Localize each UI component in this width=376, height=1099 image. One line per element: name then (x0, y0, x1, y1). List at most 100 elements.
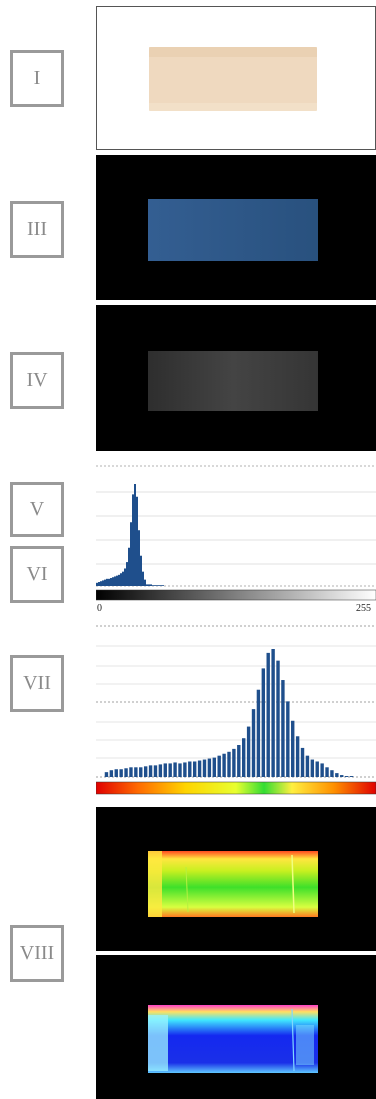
histogram-vii-panel (96, 622, 376, 796)
label-iv: IV (10, 352, 64, 409)
panel-viii-pseudocolor-2 (96, 955, 376, 1099)
histogram-v-axis-min: 0 (97, 603, 102, 614)
histogram-v-bar (152, 585, 154, 586)
histogram-v-gridlines (96, 465, 376, 587)
histogram-v-bar (146, 584, 148, 586)
pseudocolor-strip-1 (148, 851, 318, 917)
panel-viii-1-svg (96, 807, 376, 951)
histogram-v-bar (110, 578, 112, 586)
histogram-v-bar (116, 575, 118, 586)
histogram-vii-bar (109, 770, 114, 777)
histogram-vii-bar (119, 769, 123, 777)
histogram-v-bar (100, 581, 102, 586)
label-v: V (10, 482, 64, 537)
histogram-vii-bar (330, 770, 334, 777)
histogram-v-bar (96, 582, 98, 586)
histogram-vii-bar (139, 767, 143, 777)
label-viii: VIII (10, 925, 64, 982)
histogram-v-bar (112, 577, 114, 586)
histogram-vii-gridlines (96, 625, 376, 778)
histogram-vii-bar (251, 709, 256, 777)
histogram-v-bar (114, 576, 116, 586)
label-i: I (10, 50, 64, 107)
histogram-vii-bar (340, 775, 344, 777)
histogram-vii-bar (237, 745, 241, 777)
histogram-v-bar (154, 585, 156, 586)
histogram-v-bar (128, 547, 130, 586)
histogram-vii-bar (158, 764, 163, 777)
panel-viii-pseudocolor-1 (96, 807, 376, 951)
label-iii: III (10, 201, 64, 258)
histogram-vii-bar (163, 763, 167, 777)
histogram-v-bar (132, 494, 134, 586)
histogram-vii-bar (143, 766, 148, 777)
histogram-v-svg (96, 465, 376, 601)
histogram-v-bar (126, 562, 128, 586)
histogram-vii-bar (217, 755, 221, 777)
histogram-vii-bar (320, 763, 324, 777)
histogram-v-bar (106, 578, 108, 586)
histogram-v-bar (122, 571, 124, 586)
label-vi: VI (10, 546, 64, 603)
histogram-vii-bar (227, 751, 231, 777)
histogram-vii-bar (242, 738, 246, 777)
histogram-vii-bar (192, 761, 197, 777)
histogram-v-bar (144, 579, 146, 587)
histogram-vii-bar (310, 759, 315, 777)
histogram-vii-bar (295, 736, 300, 777)
histogram-v-gray-ramp (96, 589, 376, 601)
histogram-vii-bar (246, 726, 251, 777)
histogram-v-panel (96, 462, 376, 602)
histogram-v-bar (130, 522, 132, 586)
histogram-vii-bar (271, 649, 275, 777)
histogram-vii-bar (134, 767, 138, 777)
histogram-v-bars (96, 484, 164, 587)
sample-strip-i (149, 47, 317, 111)
histogram-vii-bar (349, 776, 354, 777)
histogram-vii-bar (153, 765, 158, 777)
histogram-vii-bar (305, 755, 310, 777)
histogram-vii-bar (232, 748, 236, 777)
histogram-v-bar (124, 568, 126, 586)
histogram-v-axis-max: 255 (356, 603, 371, 614)
histogram-vii-bar (300, 747, 305, 777)
histogram-vii-bar (261, 668, 266, 777)
histogram-v-bar (142, 571, 144, 586)
histogram-v-bar (140, 555, 142, 586)
histogram-vii-bar (207, 758, 212, 777)
histogram-v-bar (98, 582, 100, 586)
histogram-vii-bar (281, 680, 285, 777)
histogram-v-bar (108, 578, 110, 586)
histogram-vii-bar (266, 652, 270, 777)
histogram-v-bar (102, 580, 104, 586)
panel-iii-blue-channel (96, 155, 376, 300)
histogram-vii-svg (96, 625, 376, 795)
histogram-vii-bar (124, 768, 128, 777)
histogram-vii-bar (148, 765, 153, 777)
histogram-v-bar (150, 584, 152, 586)
histogram-vii-bar (188, 761, 192, 777)
histogram-v-bar (138, 530, 140, 586)
histogram-v-bar (162, 585, 164, 586)
histogram-v-bar (160, 585, 162, 586)
histogram-v-bar (104, 579, 106, 587)
histogram-vii-bar (114, 769, 118, 777)
histogram-v-bar (120, 573, 122, 586)
histogram-vii-bar (256, 689, 261, 777)
histogram-vii-bar (104, 772, 109, 777)
histogram-vii-color-ramp (96, 781, 376, 795)
histogram-vii-bar (335, 773, 339, 777)
histogram-vii-bar (291, 720, 295, 777)
histogram-vii-bar (129, 767, 133, 777)
histogram-vii-bar (276, 660, 280, 777)
histogram-v-bar (156, 585, 158, 586)
pseudocolor-strip-2 (148, 1005, 318, 1073)
panel-viii-2-svg (96, 955, 376, 1099)
histogram-vii-bar (202, 759, 207, 777)
label-vii: VII (10, 655, 64, 712)
histogram-vii-bar (173, 762, 177, 777)
panel-iv-grayscale (96, 305, 376, 451)
histogram-vii-bar (344, 776, 349, 777)
histogram-v-bar (118, 574, 120, 586)
histogram-v-bar (148, 584, 150, 586)
